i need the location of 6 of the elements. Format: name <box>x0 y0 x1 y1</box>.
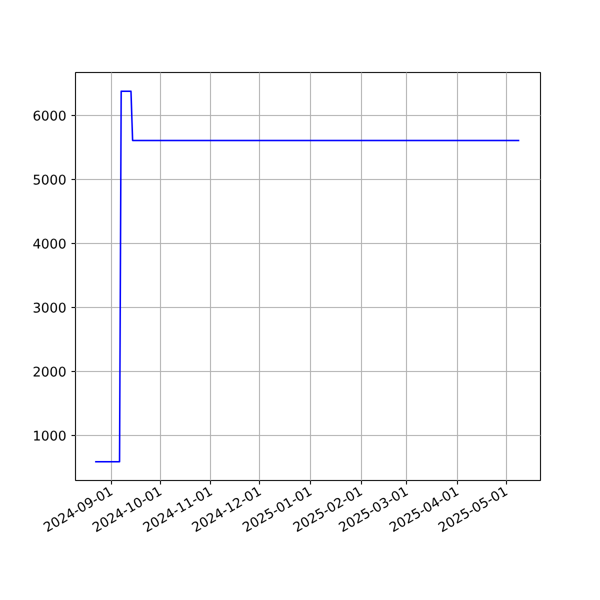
y-tick-label: 4000 <box>32 238 67 253</box>
y-tick-label: 6000 <box>32 110 67 125</box>
y-tick-label: 2000 <box>32 366 67 381</box>
y-tick-label: 5000 <box>32 174 67 189</box>
y-tick-label: 1000 <box>32 430 67 445</box>
y-tick-label: 3000 <box>32 302 67 317</box>
